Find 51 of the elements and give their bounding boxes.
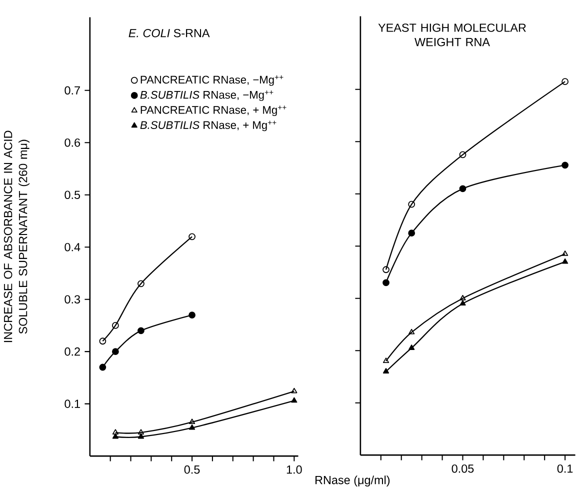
- point: [460, 294, 466, 300]
- x-tick-label: 0.1: [557, 464, 573, 473]
- x-axis-title: RNase (μg/ml): [315, 476, 390, 486]
- point: [138, 429, 144, 434]
- point: [291, 397, 298, 403]
- point: [562, 162, 569, 169]
- point: [99, 338, 106, 345]
- point: [188, 424, 196, 430]
- point: [459, 185, 466, 192]
- point: [562, 258, 568, 264]
- point: [99, 364, 106, 371]
- point: [460, 300, 466, 306]
- point: [138, 327, 144, 334]
- text: YEAST HIGH MOLECULAR WEIGHT RNA: [378, 24, 526, 46]
- point: [408, 328, 415, 334]
- y-axis-title: INCREASE OF ABSORBANCE IN ACID SOLUBLE SUPERNATANT (260 mμ): [4, 130, 30, 342]
- legend-label: PANCREATIC RNase, + Mg$^{++}$: [140, 106, 286, 116]
- point: [291, 388, 298, 394]
- point: [112, 348, 119, 356]
- legend-label: B.SUBTILIS RNase, + Mg$^{++}$: [140, 120, 276, 132]
- x-tick-label: 1.0: [286, 465, 302, 474]
- y-tick-label: 0.4: [64, 242, 80, 252]
- point: [408, 200, 416, 208]
- x-tick-label: 0.5: [184, 465, 200, 474]
- point: [112, 322, 119, 329]
- text: E. COLI S-RNA: [128, 28, 210, 38]
- point: [382, 358, 390, 363]
- point: [188, 233, 196, 240]
- point: [382, 266, 390, 274]
- y-tick-label: 0.1: [64, 400, 80, 408]
- point: [188, 312, 196, 318]
- point: [459, 151, 466, 158]
- point: [382, 368, 390, 374]
- y-tick-label: 0.7: [64, 86, 80, 95]
- point: [408, 230, 416, 236]
- point: [138, 280, 144, 288]
- y-tick-label: 0.3: [64, 295, 80, 304]
- y-tick-label: 0.2: [64, 347, 80, 356]
- point: [408, 344, 415, 350]
- point: [188, 418, 196, 424]
- legend-label: PANCREATIC RNase, −Mg$^{++}$: [140, 75, 284, 86]
- y-tick-label: 0.5: [64, 190, 80, 199]
- x-tick-label: 0.05: [452, 464, 474, 473]
- y-tick-label: 0.6: [64, 138, 80, 147]
- point: [112, 433, 118, 439]
- point: [382, 279, 390, 286]
- point: [112, 429, 118, 434]
- point: [562, 250, 568, 256]
- legend-label: B.SUBTILIS RNase, −Mg$^{++}$: [140, 90, 274, 101]
- point: [138, 433, 144, 439]
- point: [562, 78, 569, 85]
